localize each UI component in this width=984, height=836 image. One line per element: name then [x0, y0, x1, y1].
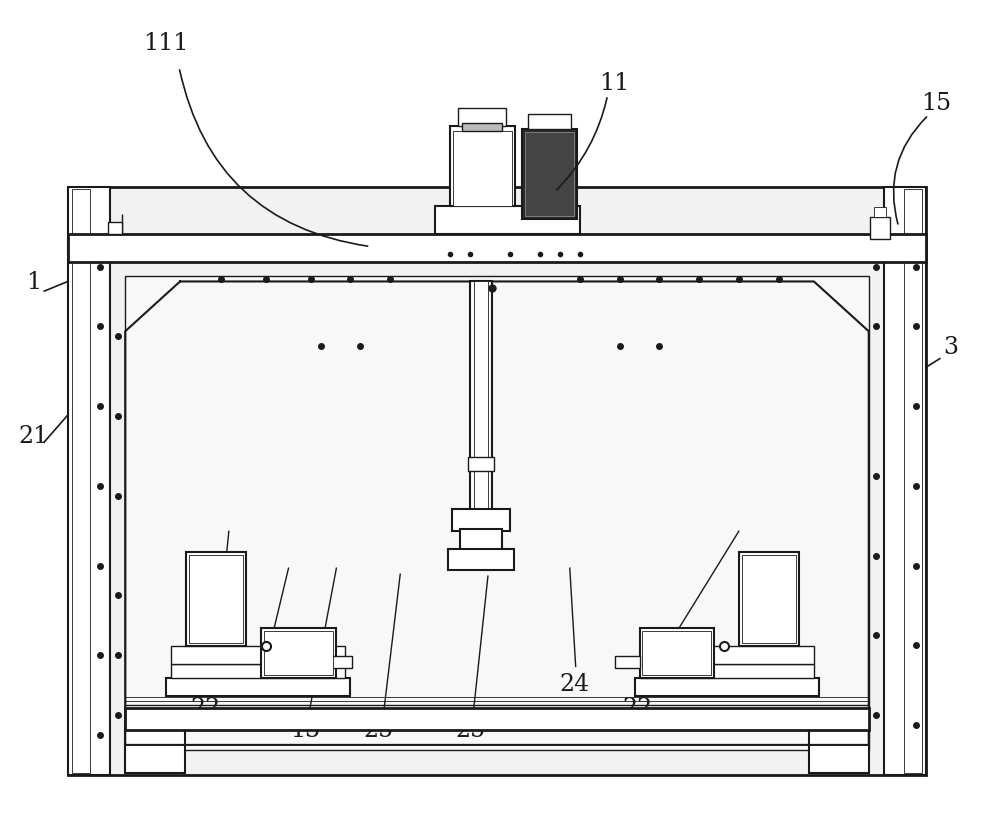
Bar	[321, 656, 352, 668]
Bar	[468, 457, 494, 472]
Bar	[809, 730, 869, 773]
Text: 1: 1	[26, 271, 41, 293]
Bar	[461, 529, 502, 551]
Text: 22: 22	[191, 696, 221, 719]
Bar	[643, 631, 711, 675]
Bar	[171, 646, 345, 665]
Bar	[264, 631, 333, 675]
Bar	[73, 190, 91, 773]
Bar	[171, 665, 345, 678]
Bar	[452, 509, 510, 531]
Bar	[635, 678, 819, 696]
Bar	[435, 206, 580, 234]
Bar	[69, 234, 926, 263]
Bar	[470, 282, 492, 551]
Bar	[884, 187, 926, 775]
Bar	[870, 217, 890, 239]
Bar	[739, 552, 799, 646]
Bar	[874, 207, 886, 217]
Bar	[125, 278, 869, 750]
Bar	[125, 708, 869, 730]
Bar	[459, 109, 506, 127]
Text: 3: 3	[943, 335, 958, 359]
Bar	[474, 282, 488, 551]
Bar	[524, 133, 574, 217]
Bar	[462, 124, 502, 132]
Bar	[108, 222, 122, 234]
Bar	[640, 646, 814, 665]
Bar	[903, 190, 922, 773]
Text: 11: 11	[599, 72, 630, 94]
Bar	[166, 678, 350, 696]
Text: 24: 24	[244, 672, 274, 695]
Bar	[448, 549, 514, 571]
Text: 24: 24	[560, 672, 589, 695]
Bar	[640, 629, 714, 678]
Text: 21: 21	[19, 425, 48, 448]
Bar	[453, 132, 512, 206]
Bar	[527, 115, 571, 130]
Bar	[742, 555, 796, 644]
Bar	[69, 187, 110, 775]
Bar	[189, 555, 243, 644]
Bar	[615, 656, 640, 668]
Bar	[522, 130, 577, 219]
Text: 25: 25	[455, 719, 485, 742]
Bar	[261, 629, 336, 678]
Bar	[186, 552, 246, 646]
Text: 13: 13	[290, 719, 321, 742]
Text: 15: 15	[921, 91, 952, 115]
Bar	[125, 730, 185, 773]
Bar	[640, 665, 814, 678]
Bar	[69, 187, 926, 775]
Text: 25: 25	[363, 719, 394, 742]
Text: 22: 22	[623, 696, 652, 719]
Text: 111: 111	[144, 32, 189, 54]
Bar	[450, 127, 515, 206]
